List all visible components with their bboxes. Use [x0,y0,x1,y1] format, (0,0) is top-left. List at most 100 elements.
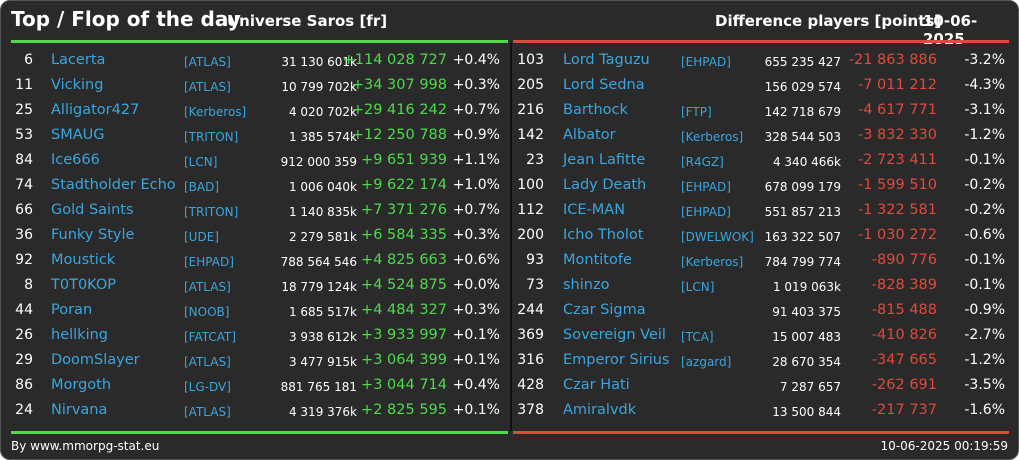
column-divider [510,43,512,431]
rank-cell: 36 [15,227,33,243]
points-cell: 678 099 179 [764,180,841,194]
player-name-link[interactable]: Stadtholder Echo [51,177,176,193]
alliance-link[interactable]: [EHPAD] [681,205,731,219]
percent-cell: +0.9% [452,127,500,143]
alliance-link[interactable]: [LCN] [681,280,715,294]
alliance-link[interactable]: [TCA] [681,330,714,344]
points-cell: 142 718 679 [764,105,841,119]
percent-cell: +0.4% [452,52,500,68]
top-row: 24 Nirvana [ATLAS] 4 319 376k +2 825 595 +0.1… [1,398,510,423]
percent-cell: +1.0% [452,177,500,193]
alliance-link[interactable]: [ATLAS] [184,405,231,419]
percent-cell: -1.2% [964,127,1005,143]
alliance-link[interactable]: [TRITON] [184,130,239,144]
player-name-link[interactable]: Lord Taguzu [563,52,650,68]
player-name-link[interactable]: Lord Sedna [563,77,645,93]
percent-cell: -0.2% [964,177,1005,193]
player-name-link[interactable]: shinzo [563,277,610,293]
alliance-link[interactable]: [R4GZ] [681,155,724,169]
player-name-link[interactable]: Gold Saints [51,202,134,218]
delta-cell: -1 599 510 [857,177,937,193]
alliance-link[interactable]: [LCN] [184,155,218,169]
player-name-link[interactable]: Lady Death [563,177,647,193]
player-name-link[interactable]: Amiralvdk [563,402,637,418]
delta-cell: -217 737 [871,402,937,418]
player-name-link[interactable]: Nirvana [51,402,108,418]
player-name-link[interactable]: hellking [51,327,108,343]
flop-row: 205 Lord Sedna 156 029 574 -7 011 212 -4.3% [512,73,1018,98]
delta-cell: +9 651 939 [361,152,447,168]
alliance-link[interactable]: [TRITON] [184,205,239,219]
player-name-link[interactable]: Albator [563,127,616,143]
alliance-link[interactable]: [NOOB] [184,305,230,319]
alliance-link[interactable]: [UDE] [184,230,219,244]
points-cell: 91 403 375 [772,305,841,319]
alliance-link[interactable]: [LG-DV] [184,380,231,394]
points-cell: 31 130 601k [281,55,357,69]
points-cell: 328 544 503 [764,130,841,144]
alliance-link[interactable]: [EHPAD] [681,55,731,69]
player-name-link[interactable]: T0T0KOP [51,277,117,293]
alliance-link[interactable]: [ATLAS] [184,280,231,294]
alliance-link[interactable]: [ATLAS] [184,55,231,69]
player-name-link[interactable]: Emperor Sirius [563,352,670,368]
metric-label: Difference players [points] [715,12,942,30]
alliance-link[interactable]: [FTP] [681,105,712,119]
percent-cell: -3.1% [964,102,1005,118]
alliance-link[interactable]: [EHPAD] [184,255,234,269]
top-row: 26 hellking [FATCAT] 3 938 612k +3 933 997 +0… [1,323,510,348]
top-row: 84 Ice666 [LCN] 912 000 359 +9 651 939 +1.1% [1,148,510,173]
delta-cell: +4 825 663 [361,252,447,268]
alliance-link[interactable]: [DWELWOK] [681,230,754,244]
rank-cell: 11 [15,77,33,93]
rank-cell: 84 [15,152,33,168]
delta-cell: +3 933 997 [361,327,447,343]
player-name-link[interactable]: Lacerta [51,52,106,68]
alliance-link[interactable]: [ATLAS] [184,80,231,94]
flop-row: 244 Czar Sigma 91 403 375 -815 488 -0.9% [512,298,1018,323]
percent-cell: +0.6% [452,252,500,268]
player-name-link[interactable]: Jean Lafitte [563,152,646,168]
flop-row: 112 ICE-MAN [EHPAD] 551 857 213 -1 322 581 -0… [512,198,1018,223]
points-cell: 156 029 574 [764,80,841,94]
flop-row: 93 Montitofe [Kerberos] 784 799 774 -890 776… [512,248,1018,273]
player-name-link[interactable]: DoomSlayer [51,352,140,368]
points-cell: 788 564 546 [280,255,357,269]
player-name-link[interactable]: Moustick [51,252,116,268]
flop-row: 378 Amiralvdk 13 500 844 -217 737 -1.6% [512,398,1018,423]
player-name-link[interactable]: Vicking [51,77,104,93]
player-name-link[interactable]: Czar Hati [563,377,630,393]
player-name-link[interactable]: Sovereign Veil [563,327,666,343]
top-row: 25 Alligator427 [Kerberos] 4 020 702k +29 41… [1,98,510,123]
delta-cell: -7 011 212 [857,77,937,93]
player-name-link[interactable]: Funky Style [51,227,135,243]
player-name-link[interactable]: Poran [51,302,93,318]
rank-cell: 205 [517,77,544,93]
alliance-link[interactable]: [Kerberos] [681,130,744,144]
flop-row: 428 Czar Hati 7 287 657 -262 691 -3.5% [512,373,1018,398]
alliance-link[interactable]: [EHPAD] [681,180,731,194]
player-name-link[interactable]: Montitofe [563,252,632,268]
delta-cell: +7 371 276 [361,202,447,218]
player-name-link[interactable]: SMAUG [51,127,105,143]
player-name-link[interactable]: Barthock [563,102,628,118]
player-name-link[interactable]: Ice666 [51,152,100,168]
player-name-link[interactable]: ICE-MAN [563,202,626,218]
flop-list: 103 Lord Taguzu [EHPAD] 655 235 427 -21 863 … [512,48,1018,423]
points-cell: 551 857 213 [764,205,841,219]
source-link[interactable]: By www.mmorpg-stat.eu [11,439,160,453]
points-cell: 1 006 040k [288,180,357,194]
percent-cell: -1.2% [964,352,1005,368]
alliance-link[interactable]: [BAD] [184,180,220,194]
alliance-link[interactable]: [azgard] [681,355,732,369]
player-name-link[interactable]: Alligator427 [51,102,140,118]
player-name-link[interactable]: Morgoth [51,377,112,393]
alliance-link[interactable]: [FATCAT] [184,330,237,344]
player-name-link[interactable]: Czar Sigma [563,302,646,318]
rank-cell: 100 [517,177,544,193]
alliance-link[interactable]: [Kerberos] [681,255,744,269]
player-name-link[interactable]: Icho Tholot [563,227,644,243]
alliance-link[interactable]: [ATLAS] [184,355,231,369]
points-cell: 163 322 507 [764,230,841,244]
alliance-link[interactable]: [Kerberos] [184,105,247,119]
